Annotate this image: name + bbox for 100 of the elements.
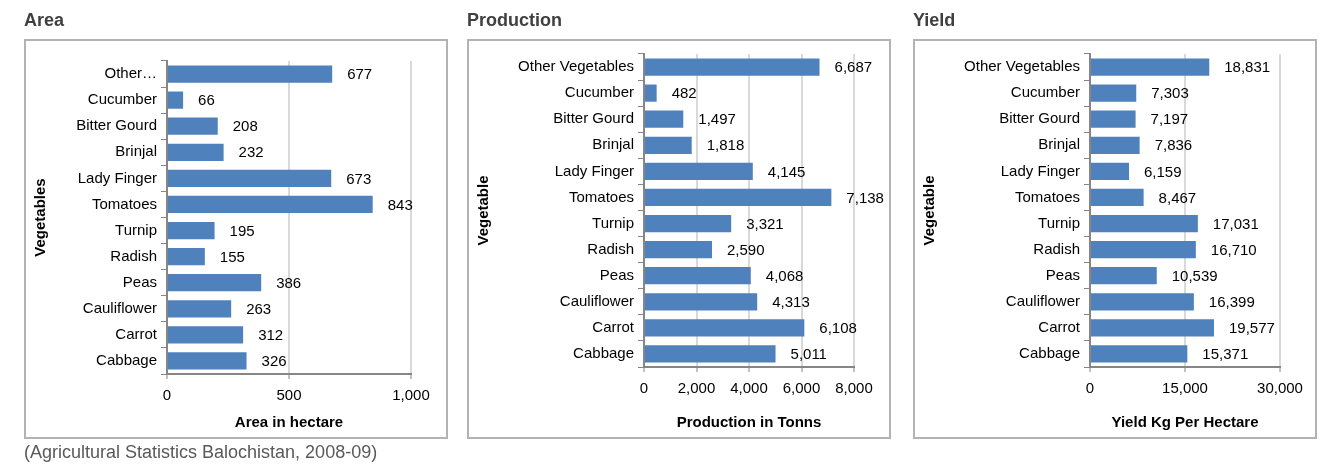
bar — [1091, 136, 1140, 154]
y-tick-label: Carrot — [1038, 318, 1081, 336]
y-tick-label: Cabbage — [1019, 344, 1080, 362]
bar — [645, 136, 692, 154]
y-tick-label: Lady Finger — [1000, 161, 1080, 179]
x-axis-title: Production in Tonns — [676, 413, 822, 431]
data-label: 16,399 — [1208, 292, 1255, 310]
x-tick-label: 0 — [162, 386, 172, 404]
data-label: 6,687 — [834, 58, 873, 76]
data-label: 66 — [198, 91, 215, 109]
bar — [168, 195, 373, 214]
y-axis-title: Vegetables — [31, 178, 49, 257]
bar — [1091, 345, 1188, 363]
y-tick-label: Peas — [1045, 265, 1080, 283]
bar — [168, 143, 224, 161]
data-label: 386 — [276, 273, 302, 291]
x-tick-label: 8,000 — [835, 379, 873, 397]
y-tick-label: Brinjal — [592, 135, 634, 153]
data-label: 1,818 — [706, 136, 745, 154]
data-label: 677 — [347, 65, 373, 83]
y-tick-label: Other Vegetables — [964, 57, 1080, 75]
data-label: 3,321 — [746, 214, 784, 232]
data-label: 195 — [229, 221, 255, 239]
y-tick-label: Cabbage — [573, 344, 634, 362]
bar — [168, 65, 333, 83]
y-tick-label: Radish — [587, 239, 634, 257]
x-tick-label: 0 — [639, 379, 649, 397]
y-tick-label: Cauliflower — [559, 291, 634, 309]
bar — [645, 319, 805, 337]
y-axis-title: Vegetable — [920, 175, 938, 246]
data-label: 6,108 — [819, 319, 857, 337]
y-tick-label: Cucumber — [87, 90, 157, 108]
y-tick-label: Radish — [110, 246, 157, 264]
y-tick-label: Carrot — [115, 325, 158, 343]
x-tick-label: 15,000 — [1162, 379, 1208, 397]
bar — [645, 241, 712, 259]
bar — [645, 345, 776, 363]
x-axis-title: Yield Kg Per Hectare — [1111, 413, 1259, 431]
bar — [645, 188, 832, 207]
data-label: 232 — [238, 143, 264, 161]
y-axis-title: Vegetable — [474, 175, 492, 246]
x-tick-label: 2,000 — [677, 379, 716, 397]
data-label: 326 — [261, 352, 287, 370]
bar — [1091, 58, 1210, 76]
data-label: 8,467 — [1158, 188, 1197, 206]
y-tick-label: Peas — [122, 272, 157, 290]
bar — [645, 293, 758, 311]
x-tick-label: 4,000 — [730, 379, 768, 397]
data-label: 7,138 — [846, 188, 884, 206]
x-tick-label: 1,000 — [392, 386, 430, 404]
bar — [645, 58, 820, 76]
data-label: 312 — [258, 326, 284, 344]
bar — [1091, 84, 1137, 102]
y-tick-label: Peas — [599, 265, 634, 283]
y-tick-label: Tomatoes — [568, 187, 634, 205]
y-tick-label: Lady Finger — [77, 168, 157, 186]
bar — [645, 110, 684, 128]
y-tick-label: Bitter Gourd — [76, 116, 157, 134]
data-label: 155 — [219, 247, 245, 265]
x-tick-label: 0 — [1085, 379, 1095, 397]
y-tick-label: Turnip — [115, 220, 157, 238]
bar — [168, 300, 232, 318]
data-label: 1,497 — [698, 110, 736, 128]
data-label: 18,831 — [1224, 58, 1271, 76]
data-label: 10,539 — [1171, 266, 1218, 284]
y-tick-label: Lady Finger — [554, 161, 634, 179]
bar — [168, 117, 218, 135]
x-tick-label: 30,000 — [1257, 379, 1303, 397]
y-tick-label: Cucumber — [564, 83, 634, 101]
y-tick-label: Other Vegetables — [518, 57, 634, 75]
y-tick-label: Cabbage — [96, 351, 157, 369]
bar — [645, 267, 751, 285]
x-tick-label: 6,000 — [782, 379, 821, 397]
x-tick-label: 500 — [276, 386, 302, 404]
data-label: 19,577 — [1228, 319, 1275, 337]
data-label: 5,011 — [790, 345, 827, 363]
data-label: 7,836 — [1154, 136, 1193, 154]
chart-title: Production — [467, 10, 562, 31]
text: (Agricultural Statistics Balochistan, 2008-09) — [24, 442, 378, 463]
y-tick-label: Bitter Gourd — [553, 109, 634, 127]
y-tick-label: Tomatoes — [1014, 187, 1080, 205]
y-tick-label: Carrot — [592, 318, 635, 336]
y-tick-label: Cucumber — [1010, 83, 1080, 101]
bar — [645, 214, 732, 233]
data-label: 16,710 — [1210, 240, 1257, 258]
data-label: 7,303 — [1151, 84, 1189, 102]
data-label: 4,145 — [767, 162, 806, 180]
data-label: 843 — [387, 195, 413, 213]
bar — [168, 274, 262, 292]
bar — [1091, 110, 1136, 128]
data-label: 6,159 — [1144, 162, 1182, 180]
data-label: 7,197 — [1150, 110, 1189, 128]
y-tick-label: Cauliflower — [82, 298, 157, 316]
y-tick-label: Brinjal — [115, 142, 157, 160]
bar — [168, 221, 215, 240]
data-label: 17,031 — [1212, 214, 1259, 232]
data-label: 208 — [232, 117, 258, 135]
bar — [168, 326, 244, 344]
y-tick-label: Tomatoes — [91, 194, 157, 212]
data-label: 4,068 — [765, 266, 804, 284]
